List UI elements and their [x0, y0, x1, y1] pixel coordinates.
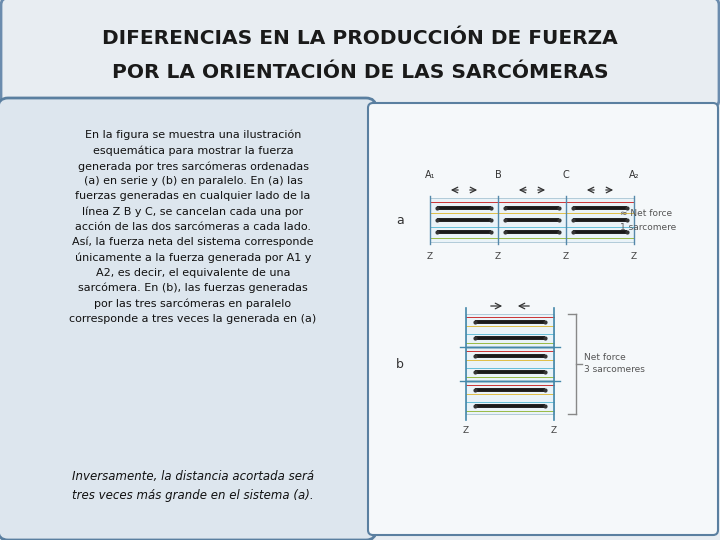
Text: A₂: A₂ — [629, 170, 639, 180]
Text: a: a — [396, 213, 404, 226]
Text: Z: Z — [551, 426, 557, 435]
Text: B: B — [495, 170, 501, 180]
Bar — [466, 348, 554, 380]
Bar — [566, 198, 634, 242]
Text: 3 sarcomeres: 3 sarcomeres — [584, 366, 645, 375]
Text: 1 sarcomere: 1 sarcomere — [620, 222, 676, 232]
Text: Z: Z — [631, 252, 637, 261]
Text: POR LA ORIENTACIÓN DE LAS SARCÓMERAS: POR LA ORIENTACIÓN DE LAS SARCÓMERAS — [112, 63, 608, 82]
Bar — [466, 314, 554, 346]
Text: Z: Z — [463, 426, 469, 435]
Text: Inversamente, la distancia acortada será
tres veces más grande en el sistema (a): Inversamente, la distancia acortada será… — [72, 470, 314, 502]
Text: Z: Z — [563, 252, 569, 261]
FancyBboxPatch shape — [368, 103, 718, 535]
Text: A₁: A₁ — [425, 170, 436, 180]
Bar — [466, 382, 554, 414]
Text: Net force: Net force — [584, 354, 626, 362]
FancyBboxPatch shape — [1, 0, 719, 107]
Text: En la figura se muestra una ilustración
esquemática para mostrar la fuerza
gener: En la figura se muestra una ilustración … — [69, 130, 317, 323]
Bar — [498, 198, 566, 242]
Bar — [430, 198, 498, 242]
Text: Z: Z — [495, 252, 501, 261]
Text: b: b — [396, 357, 404, 370]
FancyBboxPatch shape — [0, 98, 376, 540]
Text: Z: Z — [427, 252, 433, 261]
Text: DIFERENCIAS EN LA PRODUCCIÓN DE FUERZA: DIFERENCIAS EN LA PRODUCCIÓN DE FUERZA — [102, 29, 618, 48]
Text: C: C — [562, 170, 570, 180]
Text: ≈ Net force: ≈ Net force — [620, 210, 672, 219]
